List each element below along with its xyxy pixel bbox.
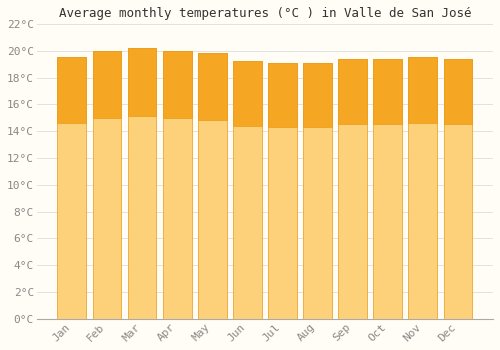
Bar (198, 54, 226, 120)
Bar (374, 59, 402, 124)
Bar (163, 51, 192, 319)
Title: Average monthly temperatures (°C ) in Valle de San José: Average monthly temperatures (°C ) in Va… (58, 7, 471, 20)
Bar (444, 59, 472, 319)
Bar (92, 51, 122, 118)
Bar (374, 59, 402, 319)
Bar (128, 48, 156, 116)
Bar (128, 48, 156, 319)
Bar (58, 57, 86, 123)
Bar (268, 63, 297, 319)
Bar (92, 51, 122, 319)
Bar (338, 59, 367, 319)
Bar (303, 63, 332, 127)
Bar (303, 63, 332, 319)
Bar (408, 57, 437, 319)
Bar (163, 51, 192, 118)
Bar (233, 62, 262, 319)
Bar (233, 62, 262, 126)
Bar (408, 57, 437, 123)
Bar (444, 59, 472, 124)
Bar (268, 63, 297, 127)
Bar (338, 59, 367, 124)
Bar (58, 57, 86, 319)
Bar (198, 54, 226, 319)
